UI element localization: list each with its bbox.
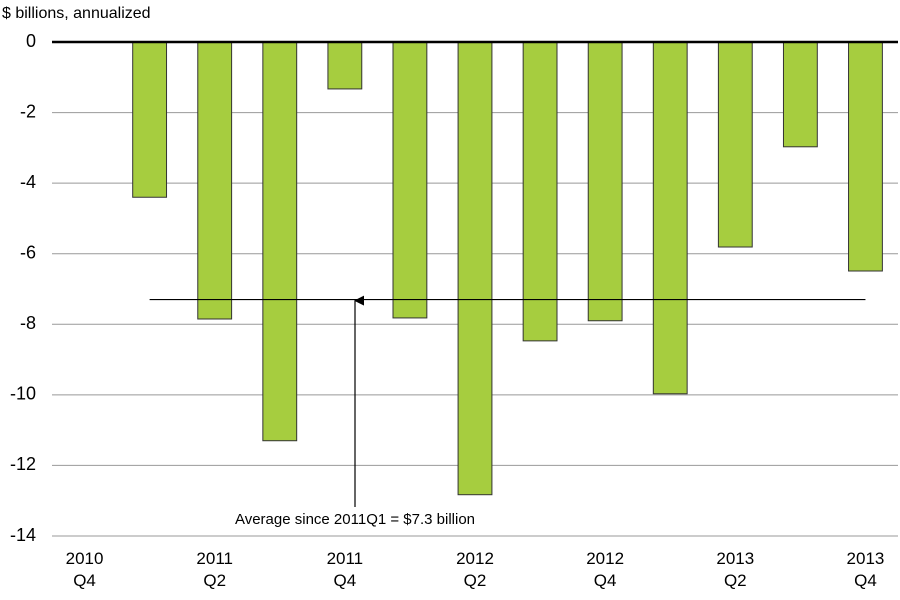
annotation: Average since 2011Q1 = $7.3 billion	[235, 511, 475, 528]
y-tick-label: -12	[10, 454, 36, 474]
bar	[457, 41, 493, 496]
bar	[782, 41, 818, 148]
x-tick-label: 2011 Q2	[196, 549, 233, 590]
x-tick-label: 2012 Q4	[586, 549, 625, 590]
bar	[587, 41, 623, 322]
y-axis-label: $ billions, annualized	[2, 5, 151, 22]
bar	[522, 41, 558, 342]
bar	[392, 41, 428, 319]
bar	[848, 41, 883, 272]
x-tick-label: 2010 Q4	[65, 549, 104, 590]
bar	[717, 41, 753, 248]
bar	[262, 41, 298, 442]
bar	[132, 41, 168, 198]
y-tick-label: -2	[20, 101, 36, 121]
y-tick-label: -10	[10, 384, 36, 404]
bar	[327, 41, 363, 90]
x-tick-label: 2012 Q2	[456, 549, 494, 590]
y-tick-label: -8	[20, 313, 36, 333]
x-tick-label: 2013 Q2	[716, 549, 755, 590]
y-tick-label: 0	[26, 31, 36, 51]
y-tick-label: -14	[10, 525, 36, 545]
y-tick-label: -4	[20, 172, 36, 192]
y-tick-label: -6	[20, 242, 36, 262]
x-tick-label: 2011 Q4	[326, 549, 364, 590]
bar	[197, 41, 233, 320]
x-tick-label: 2013 Q4	[846, 549, 885, 590]
bar	[652, 41, 688, 395]
